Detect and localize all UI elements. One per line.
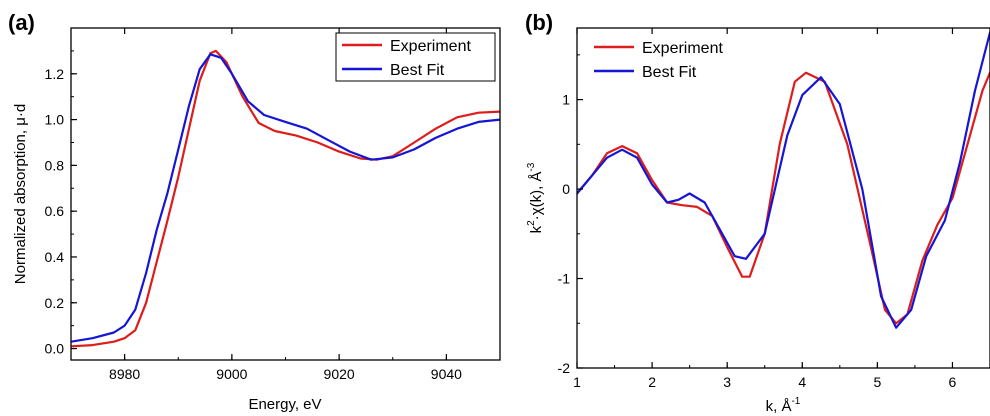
panel-b-legend-experiment: Experiment xyxy=(642,40,723,57)
panel-a-legend: Experiment Best Fit xyxy=(335,32,496,82)
panel-a-legend-experiment: Experiment xyxy=(390,38,471,55)
panel-a-xtick-label: 9020 xyxy=(324,366,355,382)
panel-a-xtick-label: 8980 xyxy=(109,366,140,382)
panel-a-series xyxy=(71,49,500,348)
panel-b-xtick-label: 1 xyxy=(573,374,581,390)
panel-a-ylabel: Normalized absorption, μ·d xyxy=(12,104,29,284)
panel-b-line-best-fit xyxy=(577,31,990,329)
panel-b-legend-bestfit: Best Fit xyxy=(642,64,697,81)
panel-b-xtick-label: 6 xyxy=(949,374,957,390)
panel-a-ytick-label: 0.2 xyxy=(45,295,65,311)
panel-a-label: (a) xyxy=(8,10,35,35)
panel-a-ytick-label: 0.0 xyxy=(45,341,65,357)
panel-b-xtick-label: 4 xyxy=(798,374,806,390)
panel-a-ytick-label: 0.6 xyxy=(45,203,65,219)
panel-b-line-experiment xyxy=(577,71,990,325)
panel-a-xlabel: Energy, eV xyxy=(248,396,321,413)
panel-a-legend-box xyxy=(335,32,496,82)
panel-b-xtick-label: 3 xyxy=(723,374,731,390)
panel-b-ytick-label: 0 xyxy=(562,181,570,197)
panel-a: (a) 8980 9000 9020 9040 0.0 0.2 0.4 0.6 0.8 1.0 1.… xyxy=(8,10,501,413)
panel-b-series xyxy=(577,31,990,329)
panel-a-xtick-label: 9000 xyxy=(216,366,247,382)
panel-b-ticks: 1 2 3 4 5 6 -2 -1 0 1 xyxy=(558,28,990,390)
panel-a-line-experiment xyxy=(71,49,500,348)
panel-b-xtick-label: 5 xyxy=(873,374,881,390)
panel-b: (b) 1 2 3 4 5 6 -2 -1 0 1 k, Å-1 k2·χ(k), Å-3 Exp… xyxy=(525,10,990,415)
panel-b-xlabel: k, Å-1 xyxy=(766,396,801,415)
panel-a-line-best-fit xyxy=(71,53,500,343)
panel-a-ytick-label: 0.4 xyxy=(45,249,65,265)
panel-b-xtick-label: 2 xyxy=(648,374,656,390)
panel-a-ytick-label: 1.2 xyxy=(45,66,65,82)
panel-b-ytick-label: -1 xyxy=(558,271,571,287)
panel-b-ylabel: k2·χ(k), Å-3 xyxy=(526,162,545,233)
panel-a-ytick-label: 1.0 xyxy=(45,112,65,128)
panel-b-ytick-label: 1 xyxy=(562,92,570,108)
panel-b-ytick-label: -2 xyxy=(558,360,571,376)
panel-a-ticks: 8980 9000 9020 9040 0.0 0.2 0.4 0.6 0.8 1.0 1.2 xyxy=(45,27,501,382)
panel-a-xtick-label: 9040 xyxy=(431,366,462,382)
panel-a-ytick-label: 0.8 xyxy=(45,157,65,173)
panel-b-frame xyxy=(576,27,990,369)
panel-a-legend-bestfit: Best Fit xyxy=(390,62,445,79)
panel-b-legend: Experiment Best Fit xyxy=(594,40,723,81)
panel-b-label: (b) xyxy=(525,10,553,35)
